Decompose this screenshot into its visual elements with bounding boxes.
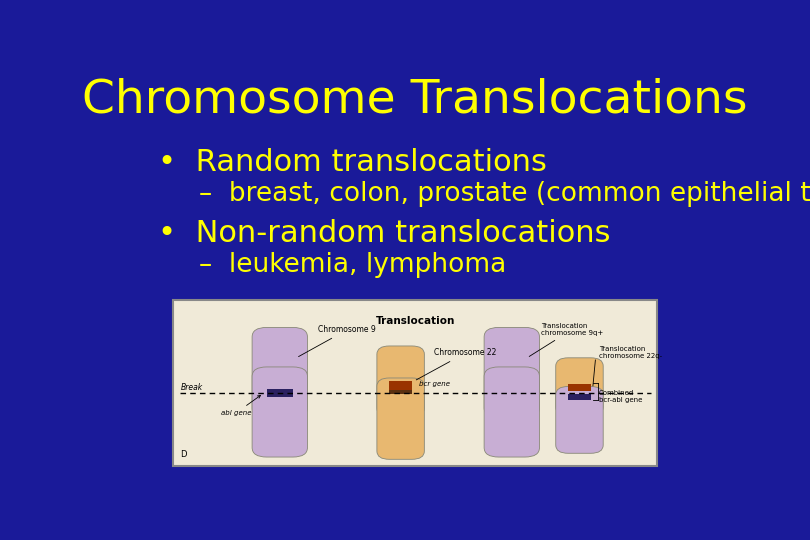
Bar	[390, 389, 412, 394]
Text: –  breast, colon, prostate (common epithelial tumors): – breast, colon, prostate (common epithe…	[198, 181, 810, 207]
Text: Translocation
chromosome 22q-: Translocation chromosome 22q-	[599, 347, 662, 360]
Text: Chromosome Translocations: Chromosome Translocations	[83, 77, 748, 122]
Text: Combined
bcr-abl gene: Combined bcr-abl gene	[599, 390, 642, 403]
FancyBboxPatch shape	[252, 327, 308, 417]
Text: –  leukemia, lymphoma: – leukemia, lymphoma	[198, 252, 505, 278]
Text: abl gene: abl gene	[221, 395, 261, 416]
Text: •  Non-random translocations: • Non-random translocations	[158, 219, 610, 248]
Bar	[173, 300, 657, 466]
FancyBboxPatch shape	[484, 327, 539, 417]
Text: D: D	[180, 450, 186, 458]
Bar	[266, 389, 293, 397]
FancyBboxPatch shape	[377, 378, 424, 460]
FancyBboxPatch shape	[377, 346, 424, 416]
FancyBboxPatch shape	[484, 367, 539, 457]
Text: •  Random translocations: • Random translocations	[158, 148, 547, 177]
Text: Translocation
chromosome 9q+: Translocation chromosome 9q+	[529, 323, 603, 356]
FancyBboxPatch shape	[556, 358, 603, 415]
Text: Break: Break	[181, 383, 203, 392]
Text: Chromosome 9: Chromosome 9	[299, 325, 376, 356]
Bar	[390, 381, 412, 390]
Bar	[568, 394, 590, 400]
Text: Translocation: Translocation	[376, 316, 454, 326]
Bar	[568, 384, 590, 391]
Text: bcr gene: bcr gene	[420, 381, 450, 387]
FancyBboxPatch shape	[556, 387, 603, 453]
FancyBboxPatch shape	[252, 367, 308, 457]
Text: Chromosome 22: Chromosome 22	[416, 348, 497, 380]
